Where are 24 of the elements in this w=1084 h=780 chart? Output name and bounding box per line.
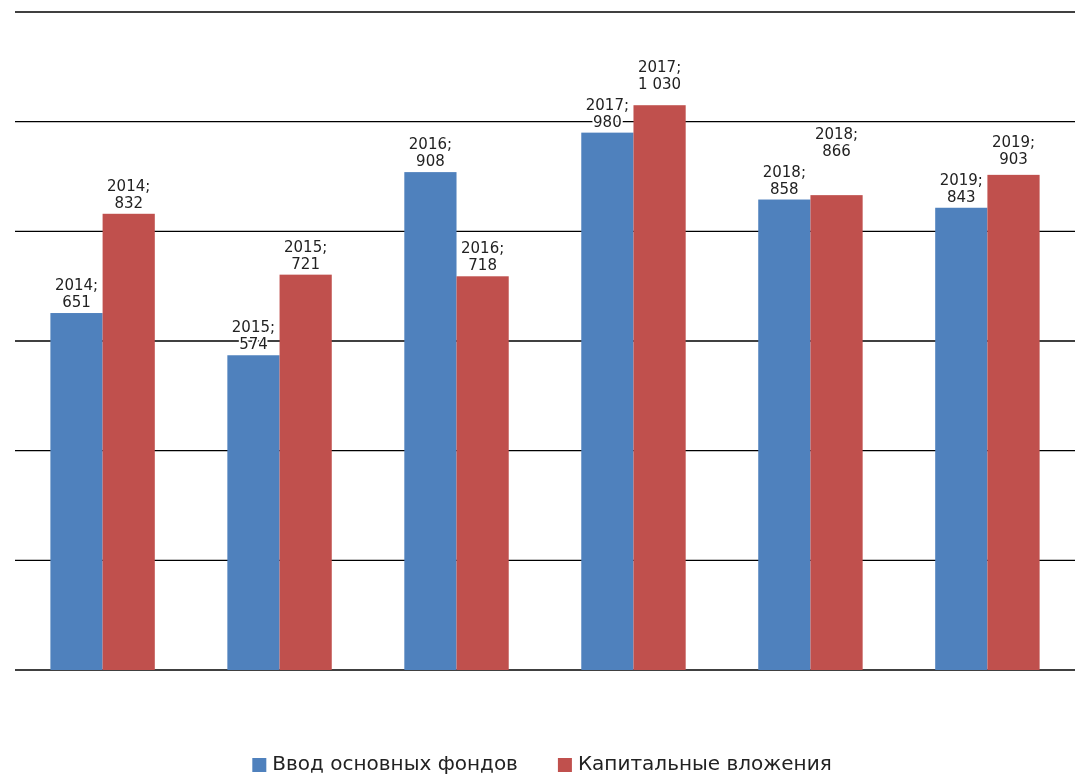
bar bbox=[581, 132, 634, 670]
bar bbox=[987, 174, 1040, 670]
bar bbox=[404, 172, 457, 670]
data-label: 2016; 908 bbox=[408, 135, 453, 171]
bar bbox=[102, 213, 155, 670]
data-label: 2016; 718 bbox=[461, 239, 505, 275]
data-label: 2018; 858 bbox=[762, 162, 806, 198]
legend-label: Капитальные вложения bbox=[577, 751, 832, 775]
data-label: 2017; 1 030 bbox=[637, 57, 682, 93]
bar bbox=[935, 207, 988, 670]
bar bbox=[227, 355, 280, 670]
bar bbox=[456, 276, 509, 670]
bar bbox=[50, 313, 103, 670]
bar bbox=[633, 105, 686, 670]
data-label: 2015; 721 bbox=[284, 237, 328, 273]
data-label: 2014; 832 bbox=[107, 176, 151, 212]
bar bbox=[758, 199, 811, 670]
data-label: 2019; 903 bbox=[991, 132, 1036, 168]
data-label: 2018; 866 bbox=[814, 124, 859, 160]
bar bbox=[279, 274, 332, 670]
data-label: 2019; 843 bbox=[939, 170, 983, 206]
bar bbox=[810, 195, 863, 670]
data-label: 2014; 651 bbox=[54, 276, 99, 312]
legend-label: Ввод основных фондов bbox=[272, 751, 518, 775]
